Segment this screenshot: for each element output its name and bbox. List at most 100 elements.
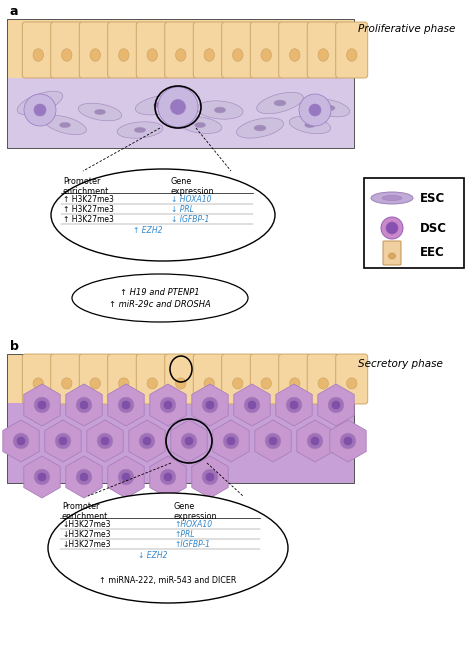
Polygon shape (192, 456, 228, 498)
FancyBboxPatch shape (79, 22, 111, 78)
Polygon shape (17, 91, 63, 115)
FancyBboxPatch shape (165, 354, 197, 404)
Polygon shape (117, 122, 163, 138)
Ellipse shape (154, 102, 166, 108)
Ellipse shape (51, 169, 275, 261)
Ellipse shape (299, 94, 331, 126)
Polygon shape (24, 456, 60, 498)
Ellipse shape (309, 104, 321, 116)
Polygon shape (78, 103, 122, 121)
FancyBboxPatch shape (222, 354, 254, 404)
Ellipse shape (94, 110, 106, 115)
Polygon shape (136, 95, 185, 115)
Ellipse shape (202, 397, 218, 413)
FancyBboxPatch shape (279, 354, 311, 404)
Ellipse shape (48, 493, 288, 603)
Ellipse shape (147, 378, 157, 389)
Ellipse shape (58, 436, 68, 446)
FancyBboxPatch shape (22, 22, 54, 78)
Ellipse shape (76, 397, 92, 413)
Ellipse shape (79, 472, 89, 482)
Ellipse shape (171, 99, 185, 114)
Ellipse shape (340, 433, 356, 449)
Ellipse shape (382, 196, 402, 200)
FancyBboxPatch shape (8, 355, 354, 483)
Ellipse shape (121, 472, 131, 482)
Text: ↑ miRNA-222, miR-543 and DICER: ↑ miRNA-222, miR-543 and DICER (100, 576, 237, 585)
Text: ↑ H3K27me3: ↑ H3K27me3 (63, 195, 114, 204)
Ellipse shape (90, 49, 100, 61)
Ellipse shape (194, 122, 206, 128)
Polygon shape (150, 384, 186, 426)
Text: a: a (10, 5, 18, 18)
Ellipse shape (163, 401, 173, 410)
FancyBboxPatch shape (8, 355, 354, 403)
Ellipse shape (318, 49, 328, 61)
Polygon shape (318, 384, 354, 426)
Ellipse shape (62, 378, 72, 389)
Polygon shape (87, 420, 123, 462)
FancyBboxPatch shape (307, 22, 339, 78)
Ellipse shape (175, 49, 186, 61)
Text: ↑ H3K27me3: ↑ H3K27me3 (63, 215, 114, 224)
Text: ↑ miR-29c and DROSHA: ↑ miR-29c and DROSHA (109, 300, 211, 309)
Ellipse shape (72, 274, 248, 322)
Ellipse shape (261, 378, 272, 389)
FancyBboxPatch shape (108, 354, 140, 404)
FancyBboxPatch shape (279, 22, 311, 78)
Text: Proliferative phase: Proliferative phase (358, 24, 456, 34)
Ellipse shape (181, 433, 197, 449)
Ellipse shape (121, 401, 131, 410)
Ellipse shape (34, 469, 50, 485)
Text: Gene
expression: Gene expression (171, 177, 215, 196)
Polygon shape (129, 420, 165, 462)
Ellipse shape (331, 401, 341, 410)
Polygon shape (178, 116, 222, 134)
Ellipse shape (386, 222, 398, 234)
Ellipse shape (286, 397, 302, 413)
Polygon shape (192, 384, 228, 426)
Ellipse shape (175, 378, 186, 389)
Ellipse shape (290, 378, 300, 389)
FancyBboxPatch shape (364, 178, 464, 268)
Ellipse shape (97, 433, 113, 449)
Ellipse shape (142, 436, 152, 446)
FancyBboxPatch shape (79, 354, 111, 404)
Polygon shape (197, 101, 243, 119)
Ellipse shape (160, 469, 176, 485)
Ellipse shape (247, 401, 257, 410)
Ellipse shape (158, 87, 198, 127)
Ellipse shape (274, 100, 286, 106)
Ellipse shape (118, 378, 129, 389)
Ellipse shape (204, 49, 214, 61)
Ellipse shape (328, 397, 344, 413)
Ellipse shape (90, 378, 100, 389)
Text: ↑ EZH2: ↑ EZH2 (133, 226, 163, 235)
Ellipse shape (24, 94, 56, 126)
Ellipse shape (244, 397, 260, 413)
Ellipse shape (318, 378, 328, 389)
Text: ↑ H3K27me3: ↑ H3K27me3 (63, 205, 114, 214)
FancyBboxPatch shape (8, 20, 354, 148)
Ellipse shape (268, 436, 278, 446)
Ellipse shape (381, 217, 403, 239)
Ellipse shape (325, 106, 335, 111)
Ellipse shape (389, 253, 395, 259)
FancyBboxPatch shape (165, 22, 197, 78)
Text: ↓ IGFBP-1: ↓ IGFBP-1 (171, 215, 210, 224)
Text: EEC: EEC (420, 246, 445, 259)
Ellipse shape (305, 122, 315, 128)
FancyBboxPatch shape (193, 354, 225, 404)
FancyBboxPatch shape (250, 22, 282, 78)
FancyBboxPatch shape (22, 354, 54, 404)
Ellipse shape (265, 433, 281, 449)
Ellipse shape (343, 436, 353, 446)
Polygon shape (66, 456, 102, 498)
FancyBboxPatch shape (108, 22, 140, 78)
Polygon shape (257, 92, 303, 114)
Ellipse shape (346, 378, 357, 389)
Ellipse shape (223, 433, 239, 449)
Text: Gene
expression: Gene expression (174, 502, 218, 521)
Polygon shape (44, 116, 86, 134)
FancyBboxPatch shape (336, 354, 368, 404)
